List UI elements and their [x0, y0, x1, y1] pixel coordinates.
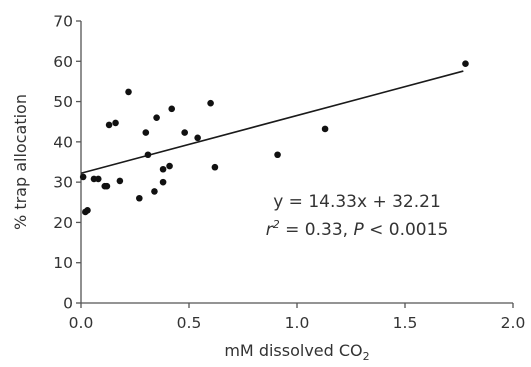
- x-tick-label: 1.5: [393, 314, 418, 332]
- data-point: [79, 173, 87, 181]
- x-axis-label-main: mM dissolved CO: [224, 341, 362, 360]
- data-point: [144, 151, 152, 159]
- x-tick-label: 2.0: [501, 314, 526, 332]
- data-point: [181, 129, 188, 136]
- data-point: [142, 129, 150, 136]
- data-point: [136, 194, 143, 202]
- r-symbol: r: [266, 220, 274, 240]
- data-point: [462, 60, 469, 68]
- data-point: [84, 207, 91, 214]
- regression-stats: r2 = 0.33, P < 0.0015: [266, 218, 449, 240]
- x-axis-label: mM dissolved CO2: [224, 341, 369, 363]
- data-point: [103, 182, 111, 190]
- y-tick-label: 10: [53, 254, 73, 272]
- y-tick-label: 20: [53, 214, 73, 232]
- data-point: [153, 114, 160, 121]
- y-tick-label: 70: [53, 13, 73, 31]
- x-tick-label: 1.0: [285, 314, 310, 332]
- p-value: < 0.0015: [364, 220, 449, 240]
- axes: [80, 21, 513, 304]
- data-point: [159, 165, 167, 173]
- data-point: [194, 134, 201, 142]
- x-ticks: 0.0 0.5 1.0 1.5 2.0: [69, 303, 526, 332]
- r-exponent: 2: [273, 218, 280, 231]
- data-point: [112, 119, 119, 127]
- data-point: [168, 105, 176, 113]
- data-point: [125, 88, 132, 96]
- data-point: [151, 188, 158, 195]
- regression-line: [80, 70, 464, 175]
- data-point: [211, 163, 219, 171]
- data-point: [274, 151, 281, 159]
- data-points: [79, 60, 469, 216]
- x-tick-label: 0.5: [177, 314, 202, 332]
- data-point: [105, 121, 113, 129]
- y-ticks: 0 10 20 30 40 50 60 70: [53, 13, 81, 313]
- regression-equation: y = 14.33x + 32.21: [273, 192, 441, 212]
- data-point: [207, 99, 214, 107]
- data-point: [116, 177, 124, 185]
- regression-line-group: [80, 70, 464, 175]
- data-point: [94, 175, 102, 183]
- y-tick-label: 40: [53, 133, 73, 151]
- data-point: [159, 178, 167, 186]
- y-tick-label: 50: [53, 93, 73, 111]
- x-tick-label: 0.0: [69, 314, 94, 332]
- x-axis-label-subscript: 2: [363, 350, 370, 363]
- data-point: [321, 125, 329, 133]
- y-tick-label: 0: [63, 295, 73, 313]
- y-axis-label: % trap allocation: [11, 94, 30, 230]
- y-tick-label: 30: [53, 174, 73, 192]
- r-value: = 0.33,: [280, 220, 354, 240]
- p-symbol: P: [353, 220, 364, 240]
- data-point: [166, 162, 173, 170]
- y-tick-label: 60: [53, 53, 73, 71]
